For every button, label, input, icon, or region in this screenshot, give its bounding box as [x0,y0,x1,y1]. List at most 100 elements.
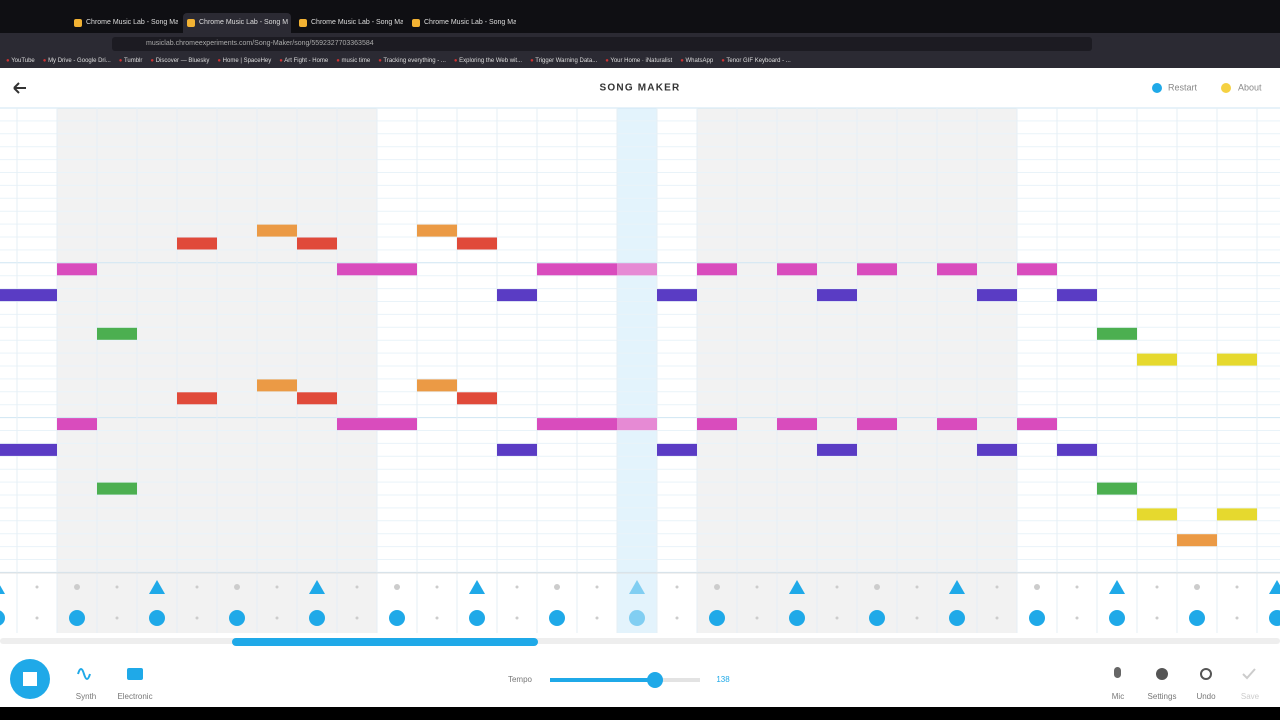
note [977,289,1017,302]
kick [1029,610,1045,626]
bookmark[interactable]: YouTube [6,54,35,68]
note [817,289,857,302]
kick [0,610,5,626]
bookmark[interactable]: WhatsApp [680,54,714,68]
note-highlight [617,418,657,431]
undo-icon[interactable] [1200,668,1212,680]
kick [1189,610,1205,626]
scroll-thumb[interactable] [232,638,538,646]
bookmark[interactable]: Tumblr [119,54,142,68]
note [337,263,417,276]
kick [69,610,85,626]
snare [629,580,645,594]
snare [0,585,5,594]
dot [1075,585,1079,589]
note [1057,443,1097,456]
tab[interactable]: Chrome Music Lab - Song Mak [408,13,516,33]
stop-icon [23,672,37,686]
electronic-icon[interactable] [127,668,143,680]
playhead [617,108,657,633]
note [497,289,537,302]
bookmark[interactable]: Tenor GIF Keyboard - ... [721,54,790,68]
kick [469,610,485,626]
tab[interactable]: Chrome Music Lab - Song Mak [295,13,403,33]
dot [435,616,439,620]
dot [1235,585,1239,589]
bookmark[interactable]: music time [336,54,371,68]
dot [35,616,39,620]
bookmark[interactable]: Trigger Warning Data... [530,54,597,68]
app-title: SONG MAKER [600,83,681,94]
mic-icon[interactable] [1114,667,1121,678]
instrument-label[interactable]: Synth [75,692,97,701]
note [1017,263,1057,276]
settings-icon[interactable] [1156,668,1168,680]
dot [35,585,39,589]
bookmark[interactable]: Home | SpaceHey [217,54,272,68]
note [97,327,137,340]
synth-icon[interactable] [77,668,91,680]
dot [115,616,119,620]
bookmark[interactable]: My Drive - Google Dri... [43,54,111,68]
kick [789,610,805,626]
bookmark[interactable]: Discover — Bluesky [150,54,210,68]
note [977,443,1017,456]
kick [1109,610,1125,626]
note [1097,482,1137,495]
undo-label[interactable]: Undo [1196,692,1216,701]
save-icon[interactable] [1242,668,1256,680]
note [57,418,97,431]
bookmark[interactable]: Exploring the Web wit... [454,54,522,68]
dot [995,585,999,589]
note [657,443,697,456]
app: SONG MAKER Restart About Synth Electroni… [0,68,1280,707]
dot [874,584,880,590]
address-bar[interactable]: musiclab.chromeexperiments.com/Song-Make… [112,37,1092,51]
note [0,443,57,456]
dot [275,585,279,589]
tempo-label: Tempo [507,675,532,684]
about-icon[interactable] [1221,83,1231,93]
tempo-value: 138 [716,675,730,684]
snare [469,580,485,594]
note [697,263,737,276]
dot [755,616,759,620]
note [937,263,977,276]
about-button[interactable]: About [1238,82,1262,92]
restart-icon[interactable] [1152,83,1162,93]
kick [229,610,245,626]
save-label[interactable]: Save [1240,692,1260,701]
note [297,237,337,250]
note [97,482,137,495]
dot [355,585,359,589]
settings-label[interactable]: Settings [1147,692,1177,701]
back-button[interactable] [13,82,26,94]
letterbox [0,707,1280,720]
tempo-knob[interactable] [647,672,663,688]
bookmark[interactable]: Tracking everything - ... [378,54,445,68]
kick [709,610,725,626]
bookmark[interactable]: Art Fight - Home [279,54,328,68]
note [417,379,457,392]
note [1217,353,1257,366]
dot [515,585,519,589]
kick [389,610,405,626]
dot [554,584,560,590]
restart-button[interactable]: Restart [1168,82,1198,92]
mic-label[interactable]: Mic [1111,692,1125,701]
dot [675,616,679,620]
note [0,289,57,302]
tab[interactable]: Chrome Music Lab - Song Mak [70,13,178,33]
dot [394,584,400,590]
snare [1269,580,1280,594]
snare [789,580,805,594]
note [177,392,217,405]
percussion-label[interactable]: Electronic [117,692,153,701]
dot [675,585,679,589]
dot [714,584,720,590]
tab[interactable]: Chrome Music Lab - Song M [183,13,291,33]
dot [1155,585,1159,589]
note [497,443,537,456]
bookmark[interactable]: Your Home · iNaturalist [605,54,672,68]
